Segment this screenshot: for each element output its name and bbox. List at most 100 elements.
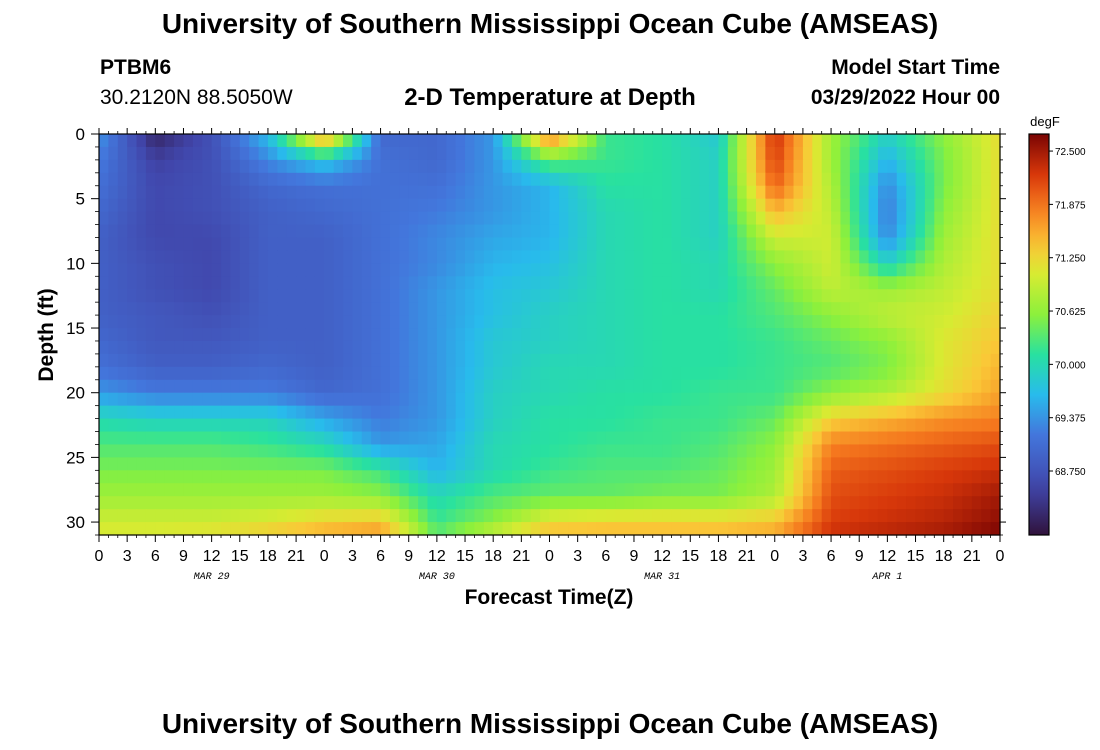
heatmap-cell (915, 315, 926, 329)
heatmap-cell (221, 315, 231, 329)
heatmap-cell (877, 496, 888, 510)
heatmap-cell (446, 328, 457, 342)
heatmap-cell (821, 392, 832, 407)
heatmap-cell (371, 302, 382, 316)
heatmap-cell (633, 353, 644, 368)
heatmap-cell (239, 522, 250, 536)
heatmap-cell (859, 198, 870, 213)
heatmap-cell (127, 302, 138, 316)
heatmap-cell (587, 340, 598, 355)
heatmap-cell (549, 431, 560, 446)
heatmap-cell (718, 405, 729, 420)
heatmap-cell (802, 276, 813, 290)
heatmap-cell (221, 211, 231, 226)
heatmap-cell (802, 302, 813, 316)
heatmap-cell (868, 315, 879, 329)
heatmap-cell (587, 431, 598, 446)
heatmap-cell (558, 496, 569, 510)
heatmap-cell (389, 522, 400, 536)
heatmap-cell (831, 198, 842, 213)
heatmap-cell (296, 366, 307, 381)
heatmap-cell (840, 289, 851, 303)
heatmap-cell (418, 496, 429, 510)
heatmap-cell (352, 405, 363, 420)
heatmap-cell (418, 353, 429, 368)
heatmap-cell (343, 276, 354, 290)
heatmap-cell (633, 522, 644, 536)
heatmap-cell (868, 328, 879, 342)
heatmap-cell (587, 522, 598, 536)
heatmap-cell (643, 470, 654, 484)
heatmap-cell (924, 302, 935, 316)
heatmap-cell (493, 224, 504, 239)
heatmap-cell (784, 366, 795, 381)
heatmap-cell (314, 431, 325, 446)
heatmap-cell (990, 353, 1001, 368)
heatmap-cell (483, 379, 494, 394)
heatmap-cell (418, 340, 429, 355)
heatmap-cell (821, 509, 832, 523)
heatmap-cell (587, 379, 598, 394)
heatmap-cell (953, 483, 964, 497)
heatmap-cell (755, 185, 766, 200)
heatmap-cell (765, 250, 776, 264)
heatmap-cell (174, 146, 185, 161)
heatmap-cell (277, 496, 288, 510)
heatmap-cell (389, 185, 400, 200)
heatmap-cell (343, 405, 354, 420)
heatmap-cell (277, 263, 288, 277)
heatmap-cell (981, 366, 992, 381)
heatmap-cell (784, 302, 795, 316)
heatmap-cell (521, 289, 532, 303)
heatmap-cell (314, 185, 325, 200)
heatmap-cell (99, 405, 109, 420)
heatmap-cell (305, 496, 316, 510)
heatmap-cell (249, 509, 260, 523)
heatmap-cell (117, 483, 128, 497)
heatmap-cell (877, 405, 888, 420)
heatmap-cell (230, 159, 241, 174)
heatmap-cell (249, 366, 260, 381)
heatmap-cell (934, 405, 945, 420)
heatmap-cell (924, 509, 935, 523)
heatmap-cell (455, 483, 466, 497)
heatmap-cell (765, 211, 776, 226)
heatmap-cell (615, 198, 626, 213)
heatmap-cell (868, 522, 879, 536)
heatmap-cell (624, 198, 635, 213)
heatmap-cell (239, 496, 250, 510)
heatmap-cell (305, 263, 316, 277)
heatmap-cell (868, 276, 879, 290)
heatmap-cell (784, 405, 795, 420)
heatmap-cell (746, 379, 757, 394)
heatmap-cell (286, 418, 297, 433)
heatmap-cell (596, 418, 607, 433)
heatmap-cell (239, 483, 250, 497)
heatmap-cell (962, 185, 973, 200)
heatmap-cell (990, 263, 1001, 277)
heatmap-cell (371, 405, 382, 420)
heatmap-cell (502, 328, 513, 342)
heatmap-cell (267, 146, 278, 161)
heatmap-cell (230, 198, 241, 213)
heatmap-cell (558, 289, 569, 303)
heatmap-cell (718, 263, 729, 277)
heatmap-cell (633, 328, 644, 342)
heatmap-cell (549, 289, 560, 303)
heatmap-cell (155, 470, 166, 484)
heatmap-cell (493, 340, 504, 355)
heatmap-cell (624, 172, 635, 187)
heatmap-cell (324, 418, 335, 433)
heatmap-cell (849, 328, 860, 342)
heatmap-cell (192, 418, 203, 433)
heatmap-cell (127, 198, 138, 213)
heatmap-cell (465, 392, 476, 407)
heatmap-cell (821, 379, 832, 394)
heatmap-cell (117, 224, 128, 239)
heatmap-cell (887, 276, 898, 290)
heatmap-cell (258, 457, 269, 471)
heatmap-cell (174, 185, 185, 200)
heatmap-cell (305, 172, 316, 187)
heatmap-cell (99, 263, 109, 277)
